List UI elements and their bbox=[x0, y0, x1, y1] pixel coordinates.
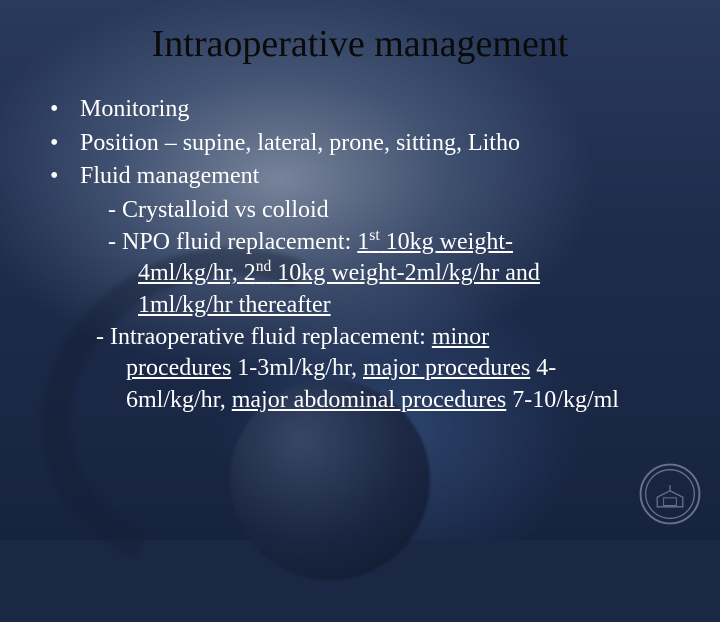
bullet-item: • Monitoring bbox=[50, 94, 680, 126]
underlined-tail: 10kg weight-2ml/kg/hr and bbox=[271, 260, 540, 286]
bullet-dot: • bbox=[50, 94, 80, 126]
underlined-text: 4ml/kg/hr, bbox=[138, 260, 244, 286]
ordinal-num: 1 bbox=[357, 229, 369, 255]
slide-container: Intraoperative management • Monitoring •… bbox=[0, 0, 720, 540]
sub-text: 6ml/kg/hr, bbox=[126, 387, 232, 413]
ordinal-num: 2 bbox=[244, 260, 256, 286]
slide-title: Intraoperative management bbox=[40, 22, 680, 66]
underlined-tail: 10kg weight- bbox=[380, 229, 513, 255]
sub-text: 1-3ml/kg/hr, bbox=[231, 355, 363, 381]
bullet-text: Fluid management bbox=[80, 161, 259, 193]
bullet-text: Position – supine, lateral, prone, sitti… bbox=[80, 128, 520, 160]
bullet-item: • Fluid management bbox=[50, 161, 680, 193]
underlined-text: 2nd 10kg weight-2ml/kg/hr and bbox=[244, 260, 540, 286]
sub-text: - Crystalloid vs colloid bbox=[108, 197, 329, 223]
bullet-dot: • bbox=[50, 128, 80, 160]
underlined-text: 1ml/kg/hr thereafter bbox=[138, 292, 331, 318]
university-logo-icon bbox=[638, 462, 702, 526]
sub-item: - Intraoperative fluid replacement: mino… bbox=[50, 322, 680, 354]
bullet-dot: • bbox=[50, 161, 80, 193]
underlined-text: minor bbox=[432, 324, 489, 350]
underlined-text: procedures bbox=[126, 355, 231, 381]
underlined-text: major abdominal procedures bbox=[232, 387, 507, 413]
sub-item-cont: 1ml/kg/hr thereafter bbox=[50, 290, 680, 322]
sub-text: 7-10/kg/ml bbox=[506, 387, 619, 413]
sub-text: - Intraoperative fluid replacement: bbox=[96, 324, 432, 350]
underlined-text: major procedures bbox=[363, 355, 530, 381]
sub-item: - Crystalloid vs colloid bbox=[50, 195, 680, 227]
bullet-item: • Position – supine, lateral, prone, sit… bbox=[50, 128, 680, 160]
ordinal-sup: st bbox=[369, 227, 379, 244]
underlined-text: 1st 10kg weight- bbox=[357, 229, 513, 255]
sub-text: - NPO fluid replacement: bbox=[108, 229, 357, 255]
sub-item-cont: 6ml/kg/hr, major abdominal procedures 7-… bbox=[50, 385, 680, 417]
slide-body: • Monitoring • Position – supine, latera… bbox=[40, 94, 680, 417]
sub-item-cont: 4ml/kg/hr, 2nd 10kg weight-2ml/kg/hr and bbox=[50, 258, 680, 290]
ordinal-sup: nd bbox=[256, 258, 272, 275]
sub-item: - NPO fluid replacement: 1st 10kg weight… bbox=[50, 227, 680, 259]
bullet-text: Monitoring bbox=[80, 94, 189, 126]
sub-item-cont: procedures 1-3ml/kg/hr, major procedures… bbox=[50, 353, 680, 385]
sub-text: 4- bbox=[530, 355, 556, 381]
